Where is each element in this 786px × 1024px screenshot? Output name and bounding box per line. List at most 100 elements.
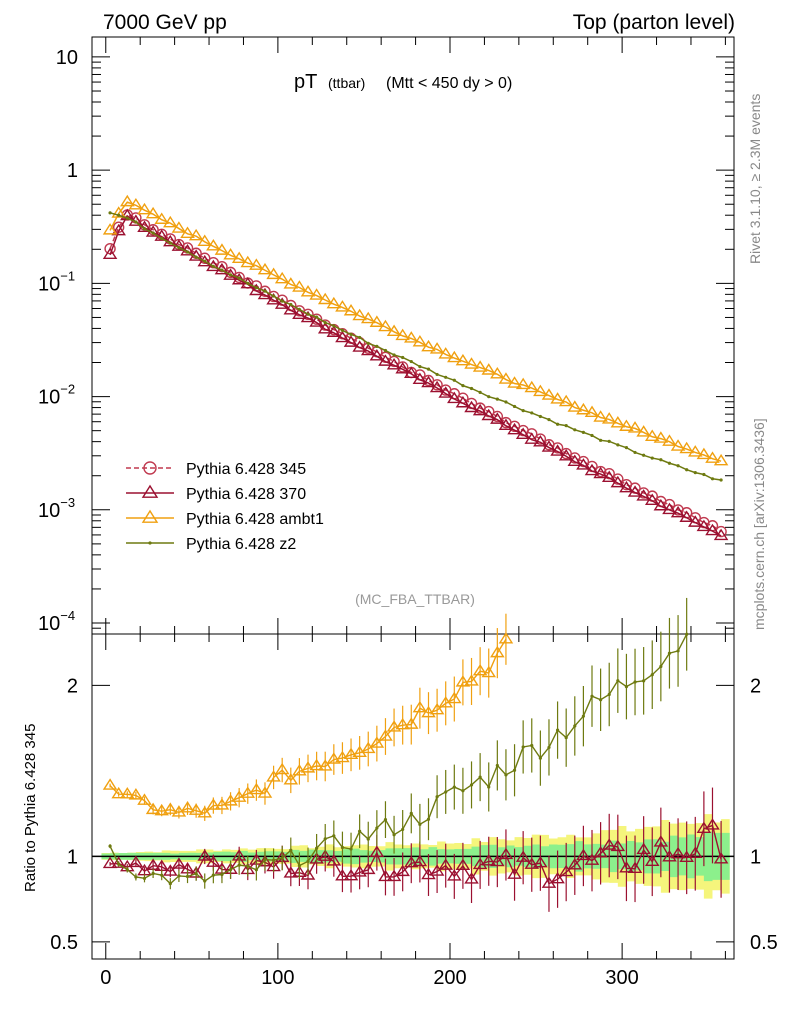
- data-point: [188, 228, 204, 241]
- data-point: [607, 692, 611, 697]
- header-right: Top (parton level): [573, 11, 735, 34]
- data-point: [326, 296, 342, 309]
- data-point: [642, 679, 646, 683]
- y-tick-label: 10−4: [38, 608, 75, 635]
- data-point: [297, 307, 302, 312]
- data-point: [685, 632, 689, 636]
- data-point: [650, 456, 654, 460]
- data-point: [395, 864, 410, 877]
- data-point: [429, 380, 445, 393]
- data-point: [670, 505, 686, 518]
- data-point: [266, 267, 281, 280]
- data-point: [340, 328, 345, 333]
- data-point: [610, 475, 626, 488]
- y-tick-label: 10−1: [38, 268, 75, 295]
- data-point: [653, 431, 669, 443]
- data-point: [412, 700, 428, 713]
- data-point: [160, 236, 164, 241]
- data-point: [555, 422, 560, 426]
- data-point: [326, 325, 342, 337]
- data-point: [702, 472, 706, 477]
- data-point: [214, 243, 230, 255]
- ratio-y-tick-label-right: 2: [750, 675, 761, 697]
- data-point: [254, 868, 258, 872]
- data-point: [679, 441, 694, 454]
- data-point: [102, 856, 118, 869]
- data-point: [464, 357, 479, 369]
- data-point: [573, 724, 577, 728]
- data-point: [128, 197, 144, 210]
- data-point: [163, 802, 178, 814]
- data-point: [693, 471, 697, 475]
- y-tick-label: 10−2: [38, 382, 75, 409]
- data-point: [438, 858, 453, 870]
- data-point: [240, 276, 256, 289]
- data-point: [142, 227, 147, 231]
- data-point: [538, 756, 542, 760]
- data-point: [249, 283, 264, 296]
- plot-title-main: pT: [294, 71, 317, 93]
- data-point: [151, 231, 155, 235]
- data-point: [263, 289, 267, 293]
- main-axis-ticks: 10 1 10−1 10−2 10−3 10−4: [38, 37, 734, 635]
- data-point: [435, 795, 439, 799]
- data-point: [128, 788, 144, 800]
- data-point: [206, 259, 221, 272]
- data-point: [444, 375, 448, 379]
- data-point: [271, 858, 276, 862]
- data-point: [108, 844, 112, 848]
- ratio-y-tick-label-right: 1: [750, 846, 761, 868]
- data-point: [512, 768, 517, 772]
- data-point: [297, 864, 302, 868]
- data-point: [246, 864, 250, 868]
- data-point: [309, 315, 324, 327]
- ratio-y-label: Ratio to Pythia 6.428 345: [22, 724, 39, 892]
- data-point: [223, 268, 238, 280]
- data-point: [274, 297, 290, 309]
- data-point: [292, 307, 307, 320]
- data-point: [567, 857, 583, 870]
- data-point: [619, 480, 634, 493]
- data-point: [332, 324, 336, 328]
- data-point: [538, 414, 542, 419]
- data-point: [601, 838, 617, 850]
- data-point: [220, 268, 224, 272]
- data-point: [599, 698, 603, 702]
- data-point: [547, 745, 551, 750]
- data-point: [280, 299, 284, 303]
- data-point: [447, 869, 462, 881]
- data-point: [429, 702, 445, 715]
- data-point: [188, 803, 204, 815]
- data-point: [512, 404, 517, 409]
- data-point: [206, 239, 221, 251]
- data-point: [249, 782, 264, 795]
- data-point: [317, 321, 333, 334]
- data-point: [378, 869, 393, 882]
- data-point: [231, 272, 247, 285]
- data-point: [206, 855, 221, 867]
- data-point: [177, 246, 181, 250]
- data-point: [481, 363, 497, 375]
- data-point: [246, 281, 250, 286]
- data-point: [644, 429, 660, 441]
- data-point: [108, 211, 112, 215]
- data-point: [197, 806, 213, 818]
- data-point: [498, 631, 514, 644]
- data-point: [429, 342, 445, 354]
- data-point: [713, 453, 729, 466]
- data-point: [274, 762, 290, 775]
- data-point: [335, 868, 350, 881]
- data-point: [335, 330, 350, 343]
- data-point: [358, 829, 362, 833]
- data-point: [653, 835, 669, 847]
- data-point: [495, 397, 499, 401]
- data-point: [696, 447, 712, 460]
- data-point: [558, 864, 574, 877]
- data-point: [383, 348, 388, 353]
- ratio-uncertainty-band: [92, 814, 734, 899]
- data-point: [142, 876, 147, 880]
- data-point: [530, 743, 534, 748]
- data-point: [231, 251, 247, 264]
- data-point: [163, 864, 178, 876]
- data-point: [438, 347, 453, 359]
